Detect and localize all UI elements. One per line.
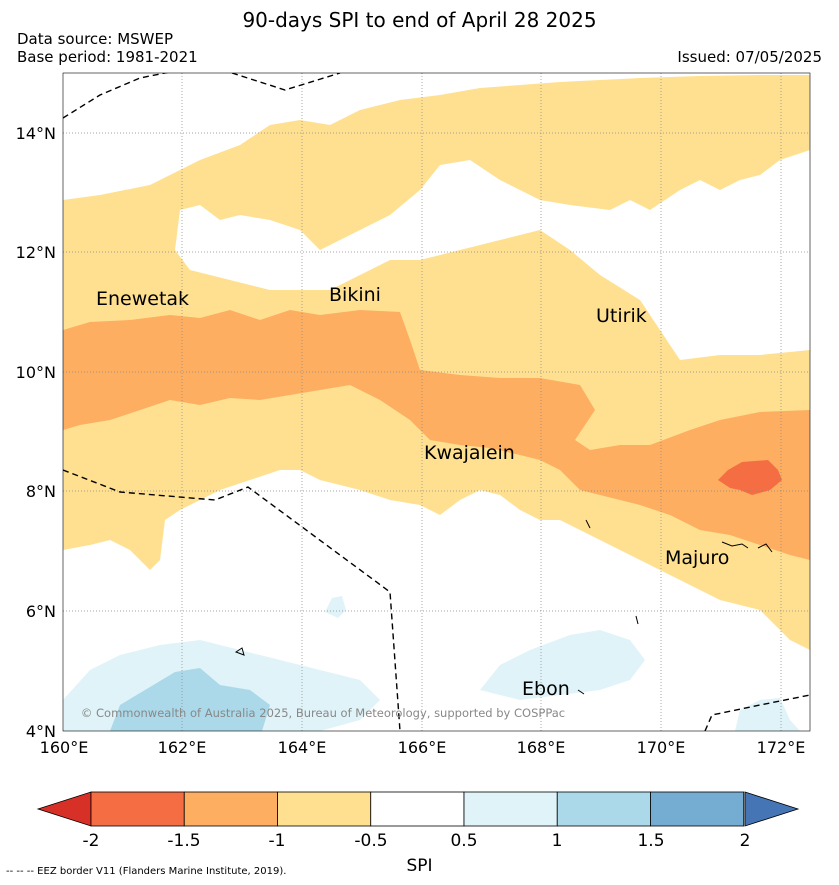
lat-label: 14°N — [16, 124, 56, 143]
eez-borders — [63, 73, 810, 731]
colorbar-tick: 1.5 — [637, 831, 664, 851]
colorbar-segment — [556, 791, 651, 827]
atoll-outlines — [234, 519, 773, 695]
colorbar-tick: -1 — [269, 831, 286, 851]
spi-band-orange — [63, 310, 810, 560]
copyright-notice: © Commonwealth of Australia 2025, Bureau… — [81, 706, 565, 720]
spi-patch-lightblue-4 — [325, 596, 346, 618]
colorbar — [36, 791, 800, 827]
place-label-ebon: Ebon — [522, 678, 570, 700]
lon-label: 168°E — [517, 738, 566, 757]
colorbar-segment — [183, 791, 278, 827]
base-period: Base period: 1981-2021 — [17, 48, 198, 66]
lon-label: 166°E — [398, 738, 447, 757]
lat-label: 4°N — [26, 722, 56, 741]
colorbar-segment — [463, 791, 558, 827]
lat-label: 12°N — [16, 243, 56, 262]
lon-label: 164°E — [278, 738, 327, 757]
map-plot-area: © Commonwealth of Australia 2025, Bureau… — [63, 73, 810, 731]
colorbar-extend-high — [744, 791, 800, 827]
colorbar-segment — [90, 791, 185, 827]
place-label-bikini: Bikini — [329, 284, 381, 306]
place-label-majuro: Majuro — [665, 547, 729, 569]
spi-band-yellow — [63, 75, 810, 650]
colorbar-segment — [650, 791, 745, 827]
lon-label: 170°E — [637, 738, 686, 757]
lon-label: 160°E — [40, 738, 89, 757]
lon-label: 162°E — [158, 738, 207, 757]
colorbar-tick: 1 — [552, 831, 563, 851]
colorbar-segment — [370, 791, 465, 827]
colorbar-tick: -0.5 — [354, 831, 387, 851]
colorbar-tick: -2 — [83, 831, 100, 851]
spi-patch-lightblue-2 — [480, 630, 645, 700]
colorbar-tick: 2 — [740, 831, 751, 851]
eez-footnote: -- -- -- EEZ border V11 (Flanders Marine… — [6, 866, 287, 877]
issued-date: Issued: 07/05/2025 — [677, 48, 822, 66]
map-title: 90-days SPI to end of April 28 2025 — [242, 8, 597, 32]
colorbar-extend-low — [36, 791, 92, 827]
map-frame — [62, 72, 811, 732]
place-label-utirik: Utirik — [596, 305, 647, 327]
lat-label: 8°N — [26, 482, 56, 501]
colorbar-tick: 0.5 — [450, 831, 477, 851]
colorbar-segment — [277, 791, 372, 827]
lat-label: 6°N — [26, 602, 56, 621]
place-label-kwajalein: Kwajalein — [424, 442, 515, 464]
colorbar-label: SPI — [406, 856, 433, 876]
data-source: Data source: MSWEP — [17, 30, 174, 48]
spi-patch-red — [718, 460, 782, 495]
spi-patch-blue — [110, 668, 270, 731]
colorbar-tick: -1.5 — [167, 831, 200, 851]
lon-label: 172°E — [757, 738, 806, 757]
lat-label: 10°N — [16, 363, 56, 382]
spi-patch-lightblue-3 — [735, 698, 800, 731]
place-label-enewetak: Enewetak — [96, 288, 189, 310]
